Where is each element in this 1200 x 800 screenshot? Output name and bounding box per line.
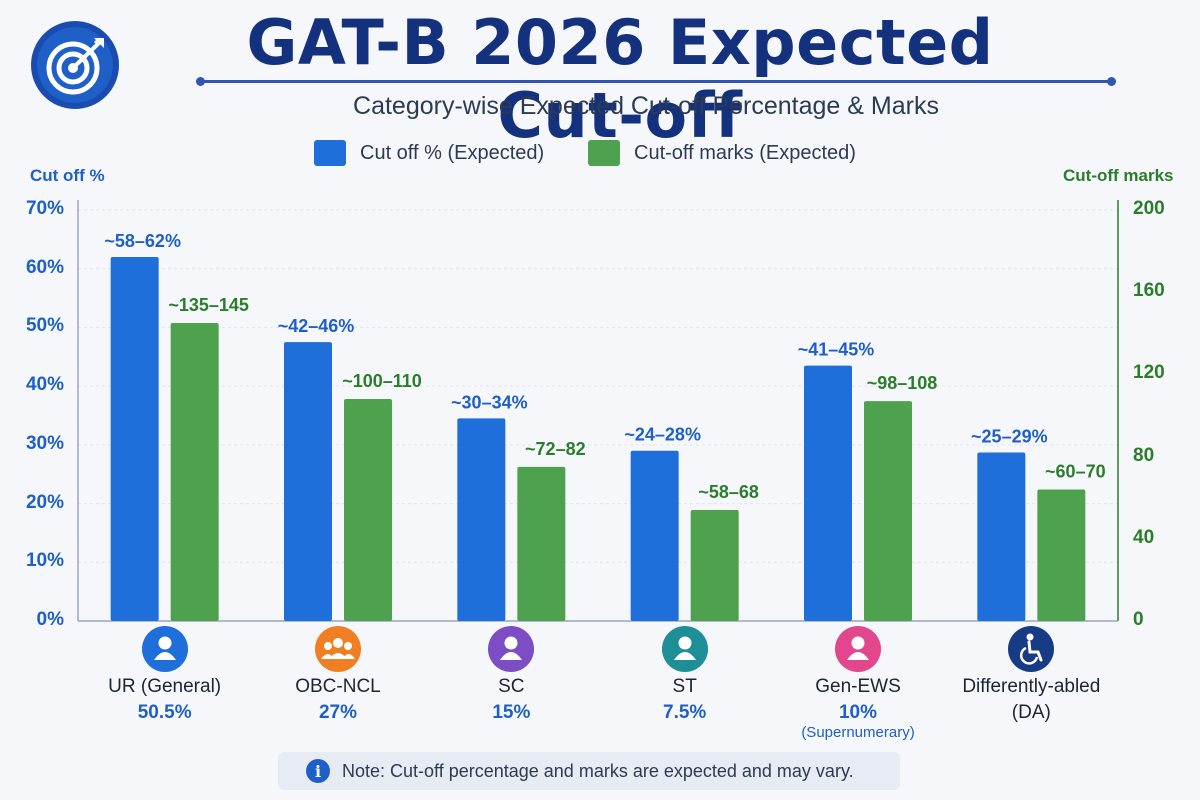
category-name-line2: (DA) xyxy=(1011,702,1051,723)
bar-percent xyxy=(457,418,506,621)
category-name: Differently-abled xyxy=(962,676,1101,697)
category-note: (Supernumerary) xyxy=(801,724,915,741)
legend-label-percent: Cut off % (Expected) xyxy=(360,141,545,164)
data-label-percent: ~58–62% xyxy=(104,231,181,251)
data-label-marks: ~72–82 xyxy=(525,439,586,459)
page-subtitle: Category-wise Expected Cut-off Percentag… xyxy=(353,92,939,120)
group-icon xyxy=(315,626,361,672)
left-tick-label: 50% xyxy=(25,315,64,337)
right-tick-label: 160 xyxy=(1133,280,1165,302)
bar-percent xyxy=(630,450,679,621)
left-axis-title: Cut off % xyxy=(30,166,105,185)
bar-marks xyxy=(170,323,219,621)
left-tick-label: 70% xyxy=(25,198,64,219)
left-tick-label: 30% xyxy=(25,432,64,454)
right-tick-label: 200 xyxy=(1133,198,1165,219)
category-share: 50.5% xyxy=(137,702,192,723)
note-text: Note: Cut-off percentage and marks are e… xyxy=(342,760,854,781)
right-tick-label: 80 xyxy=(1133,444,1155,466)
data-label-percent: ~24–28% xyxy=(624,425,701,445)
bar-marks xyxy=(1037,489,1086,621)
category-share: 15% xyxy=(492,702,531,723)
user-icon xyxy=(835,626,881,672)
data-label-marks: ~98–108 xyxy=(867,373,938,393)
divider-dot-right xyxy=(1107,77,1116,86)
bar-marks xyxy=(517,466,566,621)
bar-percent xyxy=(804,365,852,621)
right-tick-label: 0 xyxy=(1133,609,1144,630)
legend-item-percent: Cut off % (Expected) xyxy=(314,140,544,166)
category-share: 10% xyxy=(838,702,878,723)
bar-marks xyxy=(344,399,392,621)
category-name: OBC-NCL xyxy=(295,676,381,697)
bar-percent xyxy=(977,452,1026,621)
data-label-marks: ~135–145 xyxy=(168,295,249,315)
note-box: i Note: Cut-off percentage and marks are… xyxy=(278,752,900,790)
user-icon xyxy=(661,626,708,672)
right-tick-label: 40 xyxy=(1133,526,1155,548)
category-name: UR (General) xyxy=(108,676,222,697)
left-tick-label: 40% xyxy=(25,374,64,396)
bar-percent xyxy=(284,342,332,621)
legend-swatch-blue xyxy=(314,140,346,166)
category-share: 27% xyxy=(318,702,358,723)
title-divider xyxy=(200,80,1112,83)
bar-marks xyxy=(864,401,912,621)
data-label-marks: ~58–68 xyxy=(698,482,759,502)
category-name: ST xyxy=(672,676,697,697)
page-title: GAT-B 2026 Expected Cut-off xyxy=(246,6,994,152)
data-label-percent: ~25–29% xyxy=(971,426,1048,446)
info-icon: i xyxy=(306,759,330,783)
target-icon xyxy=(31,21,119,109)
right-tick-label: 120 xyxy=(1133,362,1165,384)
data-label-percent: ~30–34% xyxy=(451,392,528,412)
user-icon xyxy=(488,626,535,672)
right-axis-title: Cut-off marks xyxy=(1063,166,1174,185)
bar-marks xyxy=(690,510,739,621)
data-label-marks: ~100–110 xyxy=(342,371,422,391)
legend-item-marks: Cut-off marks (Expected) xyxy=(588,140,856,166)
category-name: SC xyxy=(498,676,525,697)
data-label-percent: ~41–45% xyxy=(798,340,875,360)
bar-percent xyxy=(110,256,159,621)
user-icon xyxy=(141,626,188,672)
left-tick-label: 10% xyxy=(25,550,64,572)
left-tick-label: 20% xyxy=(25,491,64,513)
wheelchair-icon xyxy=(1008,626,1055,672)
left-tick-label: 60% xyxy=(25,256,64,278)
legend-swatch-green xyxy=(588,140,620,166)
category-share: 7.5% xyxy=(663,702,707,723)
data-label-marks: ~60–70 xyxy=(1045,461,1106,481)
category-name: Gen-EWS xyxy=(815,676,901,697)
left-tick-label: 0% xyxy=(36,609,64,630)
data-label-percent: ~42–46% xyxy=(278,316,355,336)
divider-dot-left xyxy=(196,77,205,86)
legend-label-marks: Cut-off marks (Expected) xyxy=(634,141,856,164)
